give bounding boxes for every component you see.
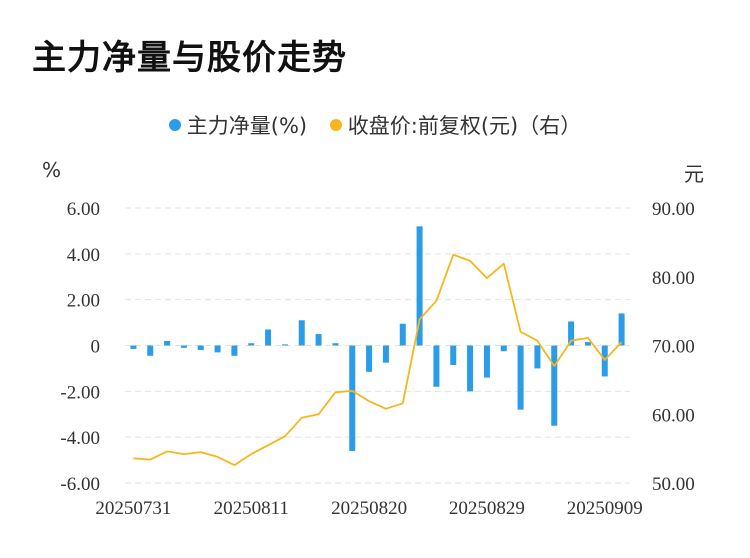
y-left-tick-label: 6.00: [67, 199, 100, 220]
bar: [332, 343, 339, 346]
legend-bar-dot-icon: [168, 119, 181, 131]
price-line: [133, 253, 623, 467]
bar: [416, 226, 423, 346]
y-right-tick-label: 90.00: [652, 199, 695, 220]
bar: [433, 345, 440, 387]
chart-title: 主力净量与股价走势: [32, 38, 347, 78]
bar: [315, 334, 322, 346]
bar: [164, 340, 171, 346]
grid-layer: [125, 207, 630, 484]
bar: [534, 345, 541, 369]
bar: [197, 345, 204, 351]
bar: [450, 345, 457, 365]
bar: [214, 345, 221, 353]
bar: [500, 345, 507, 352]
bar: [298, 320, 305, 346]
bar: [601, 345, 608, 377]
bar: [584, 342, 591, 346]
right-axis-unit: 元: [684, 162, 704, 186]
x-tick-label: 20250820: [331, 498, 407, 519]
y-left-tick-label: -2.00: [60, 382, 100, 403]
legend-item-line[interactable]: 收盘价:前复权(元)（右）: [329, 110, 582, 140]
bar: [147, 345, 154, 356]
x-tick-label: 20250829: [449, 498, 525, 519]
y-right-tick-label: 80.00: [652, 268, 695, 289]
bar: [551, 345, 558, 426]
y-left-tick-label: 0: [91, 337, 101, 358]
y-right-tick-label: 50.00: [652, 474, 695, 495]
left-axis-unit: %: [42, 158, 62, 182]
legend-item-bar[interactable]: 主力净量(%): [168, 110, 308, 140]
bar: [618, 313, 625, 346]
bar-layer: [130, 226, 625, 451]
bar: [265, 329, 272, 346]
bar: [399, 323, 406, 346]
bar: [382, 345, 389, 363]
bar: [130, 345, 137, 349]
legend-line-label: 收盘价:前复权(元)（右）: [347, 114, 582, 138]
bar: [281, 344, 288, 346]
chart-legend: 主力净量(%) 收盘价:前复权(元)（右）: [0, 110, 750, 140]
y-left-tick-label: -4.00: [60, 428, 100, 449]
bar: [568, 321, 575, 346]
bar: [248, 343, 255, 346]
bar: [180, 345, 187, 348]
bar: [483, 345, 490, 378]
legend-line-dot-icon: [329, 119, 342, 131]
line-layer: [133, 253, 623, 467]
y-left-tick-label: 4.00: [67, 245, 100, 266]
x-tick-label: 20250909: [567, 498, 643, 519]
bar: [517, 345, 524, 410]
x-tick-label: 20250811: [214, 498, 289, 519]
y-right-tick-label: 60.00: [652, 405, 695, 426]
bar: [231, 345, 238, 356]
legend-bar-label: 主力净量(%): [186, 114, 308, 138]
bar: [366, 345, 373, 372]
y-left-tick-label: 2.00: [67, 291, 100, 312]
bar: [467, 345, 474, 392]
y-left-tick-label: -6.00: [60, 474, 100, 495]
y-right-tick-label: 70.00: [652, 337, 695, 358]
bar: [349, 345, 356, 451]
x-tick-label: 20250731: [95, 498, 171, 519]
axis-layer: 6.00 4.00 2.00 0 -2.00 -4.00 -6.00 90.00 80.00 70…: [60, 199, 694, 519]
